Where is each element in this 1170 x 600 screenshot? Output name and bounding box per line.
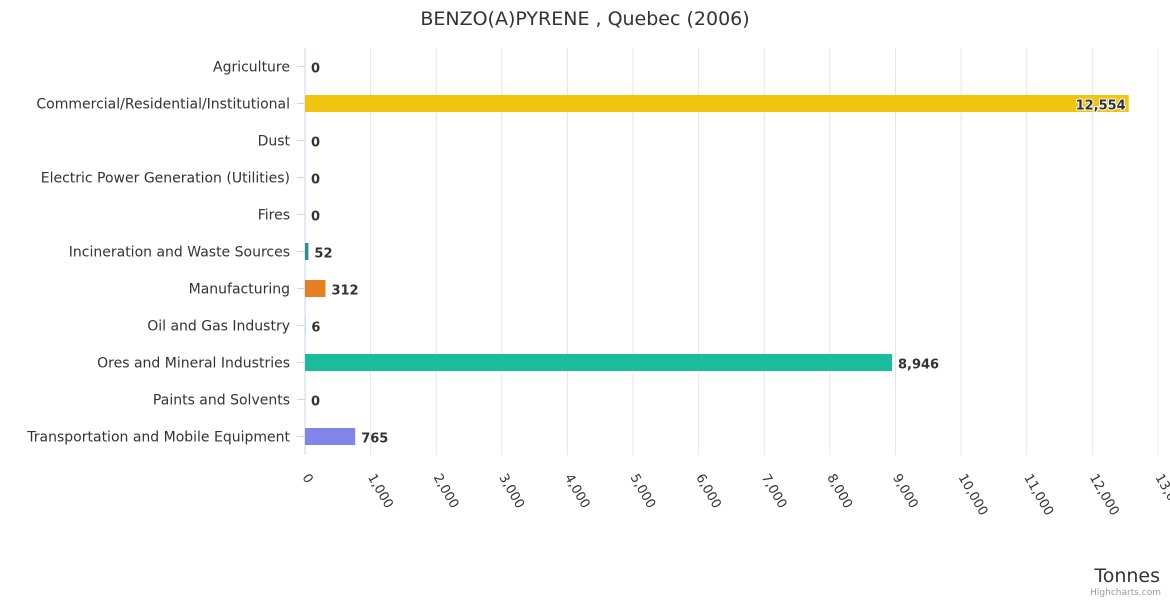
data-label: 52 [314, 247, 332, 262]
chart-title: BENZO(A)PYRENE , Quebec (2006) [420, 8, 749, 30]
x-tick-label: 0 [299, 472, 316, 487]
data-label: 312 [331, 284, 358, 299]
bars [305, 95, 1129, 445]
x-axis-ticks: 0 1,000 2,000 3,000 4,000 5,000 6,000 7,000 8,00… [299, 472, 1170, 519]
x-axis-title: Tonnes [1093, 565, 1160, 587]
data-label: 8,946 [898, 358, 939, 373]
category-label: Agriculture [213, 60, 290, 76]
x-tick-label: 8,000 [823, 472, 855, 512]
bar [305, 428, 356, 445]
category-label: Oil and Gas Industry [147, 319, 290, 335]
bar [305, 280, 326, 297]
category-labels: Agriculture Commercial/Residential/Instit… [26, 60, 305, 446]
category-label: Electric Power Generation (Utilities) [41, 171, 290, 187]
category-label: Paints and Solvents [153, 393, 290, 409]
x-tick-label: 13,000 [1152, 472, 1170, 519]
category-label: Dust [258, 134, 291, 150]
x-tick-label: 6,000 [692, 472, 724, 512]
x-tick-label: 7,000 [758, 472, 790, 512]
data-label: 765 [361, 432, 388, 447]
category-label: Ores and Mineral Industries [97, 356, 290, 372]
category-label: Incineration and Waste Sources [69, 245, 290, 261]
gridlines [304, 48, 1159, 455]
x-tick-label: 10,000 [955, 472, 991, 519]
x-tick-label: 3,000 [495, 472, 527, 512]
x-tick-label: 9,000 [889, 472, 921, 512]
x-tick-label: 12,000 [1086, 472, 1122, 519]
value-labels: 0 12,554 0 0 0 52 312 6 8,946 0 765 [311, 62, 1127, 447]
data-label: 0 [311, 210, 320, 225]
data-label: 0 [311, 62, 320, 77]
data-label: 12,554 [1076, 99, 1126, 114]
x-tick-label: 1,000 [364, 472, 396, 512]
category-label: Fires [258, 208, 290, 224]
credits-link[interactable]: Highcharts.com [1090, 588, 1161, 598]
data-label: 0 [311, 395, 320, 410]
data-label: 6 [311, 321, 320, 336]
x-tick-label: 2,000 [430, 472, 462, 512]
bar [305, 95, 1129, 112]
category-label: Manufacturing [189, 282, 290, 298]
data-label: 0 [311, 136, 320, 151]
x-tick-label: 4,000 [561, 472, 593, 512]
x-tick-label: 5,000 [627, 472, 659, 512]
x-tick-label: 11,000 [1020, 472, 1056, 519]
bar [305, 354, 892, 371]
category-label: Commercial/Residential/Institutional [36, 97, 290, 113]
category-label: Transportation and Mobile Equipment [26, 430, 290, 446]
data-label: 0 [311, 173, 320, 188]
bar [305, 243, 309, 260]
